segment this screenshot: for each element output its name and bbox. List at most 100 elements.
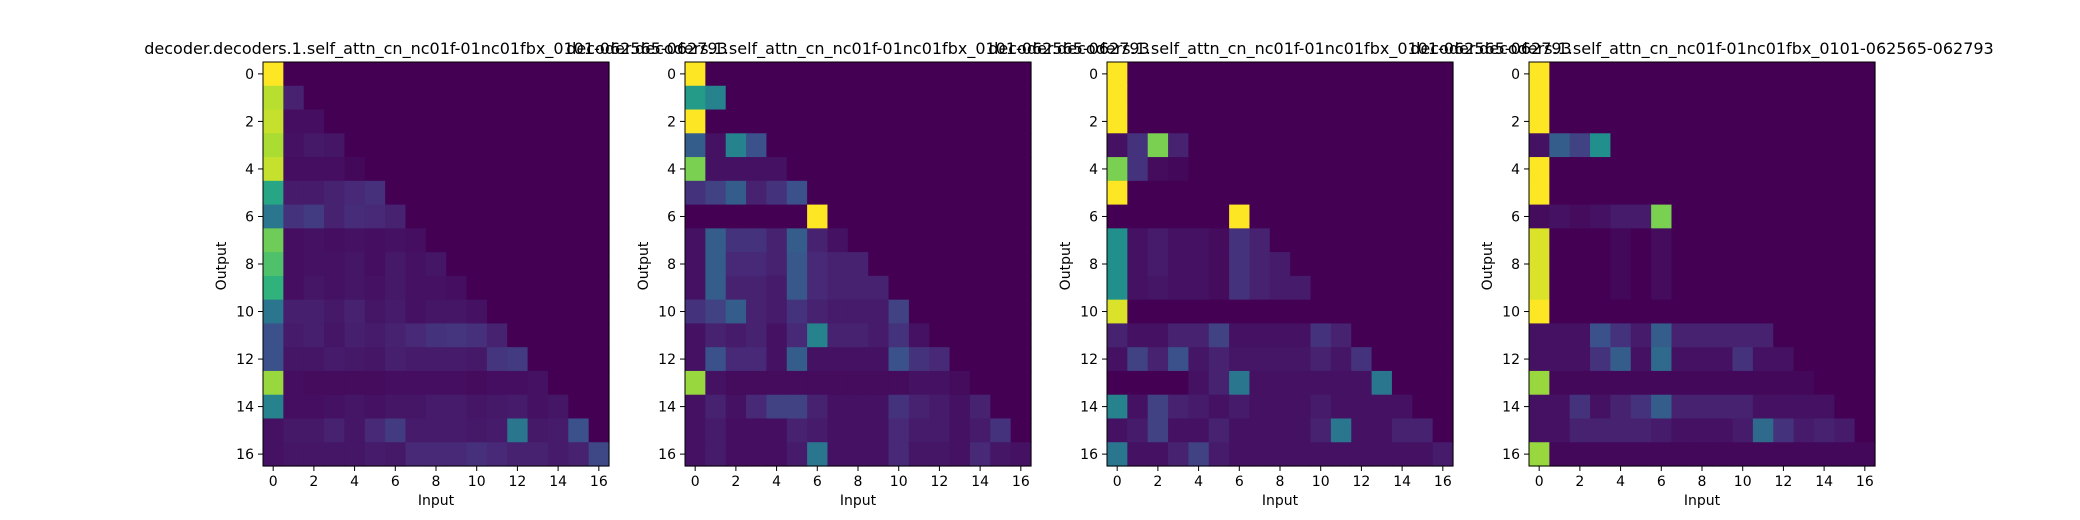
heatmap-cell <box>929 394 951 420</box>
heatmap-cell <box>949 109 971 134</box>
y-tick-label: 8 <box>1511 257 1520 273</box>
heatmap-cell <box>705 418 727 443</box>
heatmap-cell <box>1651 370 1673 396</box>
heatmap-cell <box>405 228 427 253</box>
x-tick-label: 0 <box>269 474 278 490</box>
heatmap-cell <box>547 370 569 396</box>
heatmap-cell <box>1773 275 1795 301</box>
heatmap-cell <box>425 323 447 348</box>
heatmap-cell <box>969 418 991 443</box>
heatmap-cell <box>1229 370 1251 396</box>
heatmap-cell <box>1107 133 1128 158</box>
heatmap-cell <box>1351 252 1373 277</box>
heatmap-cell <box>446 85 468 111</box>
heatmap-cell <box>1208 418 1230 443</box>
heatmap-cell <box>1529 85 1550 111</box>
heatmap-cell <box>1549 157 1571 182</box>
heatmap-cell <box>969 275 991 301</box>
heatmap-cell <box>1351 347 1373 372</box>
heatmap-cell <box>1147 62 1169 87</box>
heatmap-cell <box>1391 133 1413 158</box>
heatmap-cell <box>1854 204 1876 229</box>
heatmap-cell <box>405 347 427 372</box>
heatmap-cell <box>303 157 325 182</box>
heatmap-cell <box>1752 180 1774 206</box>
heatmap-cell <box>547 62 569 87</box>
heatmap-cell <box>385 180 407 206</box>
heatmap-cell <box>1712 204 1734 229</box>
x-tick-label: 0 <box>1535 474 1544 490</box>
heatmap-cell <box>1249 418 1271 443</box>
heatmap-cell <box>786 62 808 87</box>
heatmap-cell <box>908 347 930 372</box>
heatmap-cell <box>725 204 747 229</box>
heatmap-cell <box>705 252 727 277</box>
heatmap-cell <box>344 252 366 277</box>
heatmap-cell <box>1188 109 1210 134</box>
heatmap-cell <box>1168 157 1190 182</box>
heatmap-cell <box>568 323 590 348</box>
heatmap-cell <box>1208 109 1230 134</box>
heatmap-cell <box>1569 133 1591 158</box>
heatmap-cell <box>827 299 849 325</box>
heatmap-cell <box>364 228 386 253</box>
heatmap-cell <box>1412 299 1434 325</box>
heatmap-cell <box>527 133 549 158</box>
heatmap-cell <box>1651 85 1673 111</box>
heatmap-cell <box>1712 275 1734 301</box>
heatmap-cell <box>766 133 788 158</box>
heatmap-cell <box>929 204 951 229</box>
heatmap-cell <box>990 109 1012 134</box>
heatmap-cell <box>588 323 610 348</box>
heatmap-cell <box>949 347 971 372</box>
heatmap-cell <box>1310 394 1332 420</box>
heatmap-cell <box>908 157 930 182</box>
heatmap-cell <box>1793 180 1815 206</box>
heatmap-cell <box>263 109 284 134</box>
heatmap-cell <box>1351 228 1373 253</box>
heatmap-cell <box>507 347 529 372</box>
heatmap-cell <box>1290 323 1312 348</box>
heatmap-cell <box>908 418 930 443</box>
heatmap-cell <box>1269 442 1291 467</box>
heatmap-cell <box>807 180 829 206</box>
heatmap-cell <box>969 442 991 467</box>
heatmap-cell <box>344 370 366 396</box>
heatmap-cell <box>1854 252 1876 277</box>
heatmap-cell <box>547 275 569 301</box>
heatmap-cell <box>1712 85 1734 111</box>
heatmap-cell <box>969 204 991 229</box>
heatmap-cell <box>746 394 768 420</box>
heatmap-cell <box>1854 442 1876 467</box>
heatmap-cell <box>1834 157 1856 182</box>
heatmap-cell <box>1529 323 1550 348</box>
heatmap-cell <box>685 157 706 182</box>
heatmap-cell <box>1529 133 1550 158</box>
heatmap-cell <box>1671 442 1693 467</box>
heatmap-cell <box>908 62 930 87</box>
heatmap-cell <box>949 133 971 158</box>
heatmap-cell <box>283 133 305 158</box>
heatmap-cell <box>1834 228 1856 253</box>
heatmap-cell <box>1249 394 1271 420</box>
heatmap-cell <box>1610 370 1632 396</box>
heatmap-cell <box>1010 109 1032 134</box>
heatmap-cell <box>527 347 549 372</box>
heatmap-cell <box>1127 442 1149 467</box>
heatmap-cell <box>868 62 890 87</box>
heatmap-cell <box>486 157 508 182</box>
heatmap-cell <box>1310 157 1332 182</box>
heatmap-cell <box>1330 204 1352 229</box>
heatmap-cell <box>868 347 890 372</box>
heatmap-cell <box>888 85 910 111</box>
heatmap-cell <box>527 204 549 229</box>
x-tick-label: 0 <box>691 474 700 490</box>
heatmap-cell <box>1691 133 1713 158</box>
heatmap-cell <box>1269 204 1291 229</box>
heatmap-cell <box>568 442 590 467</box>
heatmap-cell <box>1752 299 1774 325</box>
heatmap-cell <box>547 157 569 182</box>
heatmap-cell <box>364 85 386 111</box>
heatmap-cell <box>1569 228 1591 253</box>
heatmap-cell <box>1549 133 1571 158</box>
